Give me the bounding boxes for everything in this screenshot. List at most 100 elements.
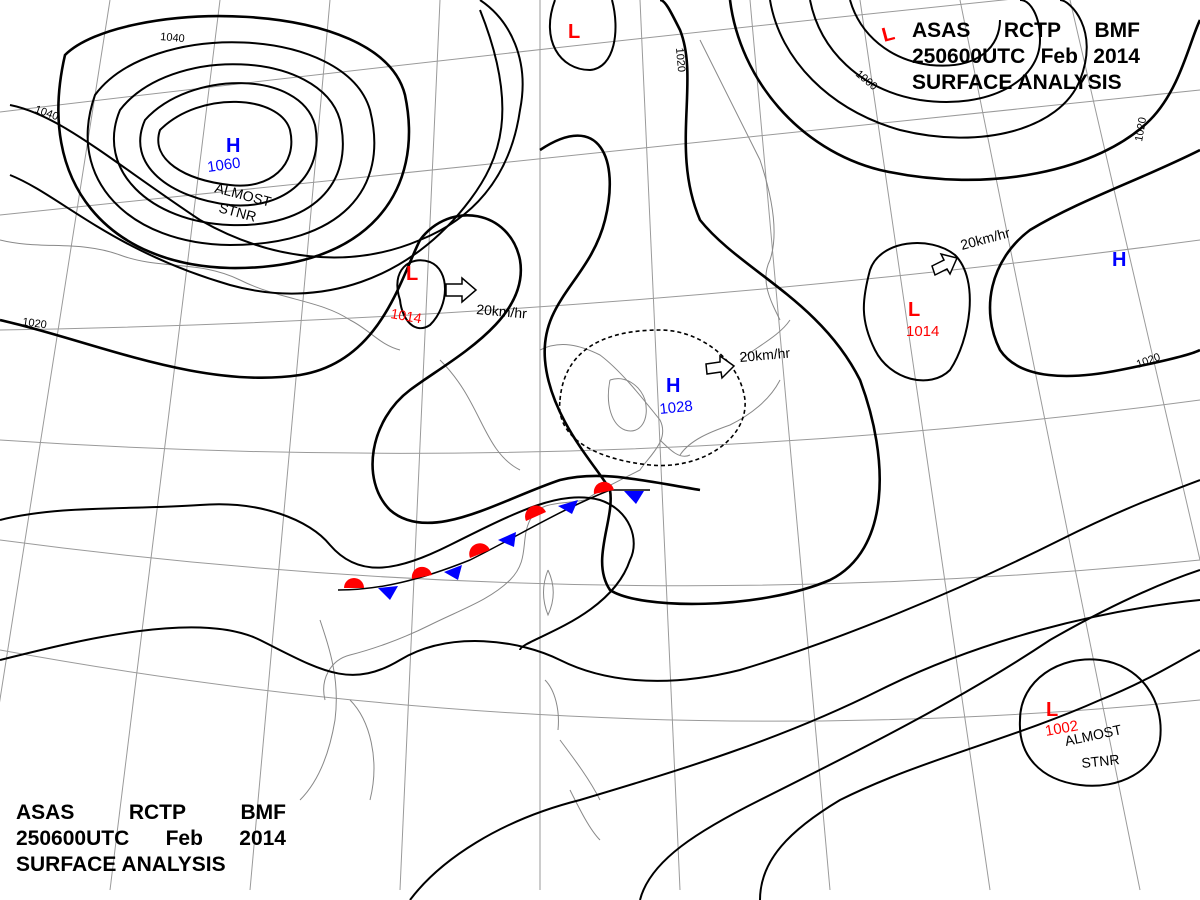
high-marker: H [1112,249,1126,271]
high-marker: H [666,375,680,397]
isobar [396,259,446,330]
isobar [0,214,701,525]
latitude-line [0,0,1009,113]
coastline-korea [607,378,647,432]
coastline-kamchatka [699,39,781,321]
latitude-line [0,89,1200,216]
motion-arrow [705,354,736,380]
isobar-label: 1020 [22,316,48,331]
low-marker: L [880,22,897,46]
isobar-label: 1020 [1133,116,1149,142]
header-time: 250600UTC [912,45,1026,68]
coastline-asia [323,344,664,701]
isobar [549,0,617,72]
isobar [86,41,376,247]
pressure-value: 1028 [659,398,694,418]
isobar [639,569,1200,900]
header-code: BMF [240,801,287,824]
isobar [988,148,1200,378]
header-time: 250600UTC [16,827,130,850]
isobar-label: 1020 [673,47,687,72]
low-marker: L [1046,699,1058,721]
coastline-siberia [0,239,401,351]
cold-front-symbol [378,586,398,600]
pressure-value: 1014 [906,323,939,340]
meridian-line [109,0,221,891]
motion-arrow [445,276,478,304]
isobar [409,599,1200,900]
meridian-line [399,0,441,891]
meridian-line [959,0,1141,891]
header-title: SURFACE ANALYSIS [912,71,1122,94]
warm-front-symbol [469,543,490,558]
isobar [862,242,971,382]
header-agency: ASAS [912,19,971,42]
isobar [157,100,293,187]
cold-front-symbol [498,532,516,547]
motion-arrows [445,252,959,380]
meridian-line [1069,0,1200,561]
isobar [849,0,1001,67]
cold-front-symbol [444,565,462,580]
isobar [139,82,318,207]
warm-front-symbol [525,505,546,521]
isobar [759,649,1200,900]
meridian-line [0,0,111,703]
header-year: 2014 [239,827,286,850]
pressure-value: 1060 [206,154,241,175]
motion-note: STNR [1081,751,1121,771]
front-line [337,489,650,591]
low-marker: L [406,263,418,285]
header-month: Feb [165,827,203,850]
isobar [809,0,1042,103]
warm-front-symbol [344,578,364,588]
isobar [539,0,881,606]
header-year: 2014 [1093,45,1140,68]
isobar [558,329,746,467]
coastline-japan [659,319,791,457]
coastline-indochina [299,619,375,801]
latitude-line [0,239,1200,331]
analysis-header-bottom: ASAS RCTP BMF 250600UTC Feb 2014 SURFACE… [16,800,286,878]
isobar [57,14,411,270]
coastline-okhotsk [439,359,521,471]
warm-front-symbol [411,566,432,579]
meridian-line [749,0,831,891]
coastline-philippines [544,679,601,841]
motion-label: 20km/hr [959,224,1012,253]
pressure-value: 1014 [389,305,423,326]
low-marker: L [568,21,580,43]
motion-arrow [931,252,959,277]
pressure-value: 1002 [1044,717,1080,740]
cold-front-symbol [624,491,644,504]
meridian-line [859,0,991,891]
isobar [9,0,524,259]
motion-label: 20km/hr [739,345,791,365]
isobar-label: 1040 [33,104,60,124]
isobar [728,0,1200,182]
latitude-line [0,399,1200,454]
isobar-label: 1040 [160,31,185,45]
header-center: RCTP [1003,19,1062,42]
motion-label: 20km/hr [476,301,528,321]
warm-front-symbol [593,481,614,494]
stationary-front [337,481,650,600]
header-title: SURFACE ANALYSIS [16,853,226,876]
meridian-line [639,0,681,891]
isobar-label: 1020 [1135,351,1162,371]
header-code: BMF [1094,19,1141,42]
analysis-header-top: ASAS RCTP BMF 250600UTC Feb 2014 SURFACE… [912,18,1140,96]
isobar [0,496,635,651]
isobar [9,9,504,295]
header-month: Feb [1040,45,1078,68]
isobar [113,63,344,227]
isobar [1018,658,1162,787]
cold-front-symbol [558,500,578,514]
isobar [769,0,1088,139]
coastline-taiwan [543,569,554,617]
isobar [0,479,1200,682]
